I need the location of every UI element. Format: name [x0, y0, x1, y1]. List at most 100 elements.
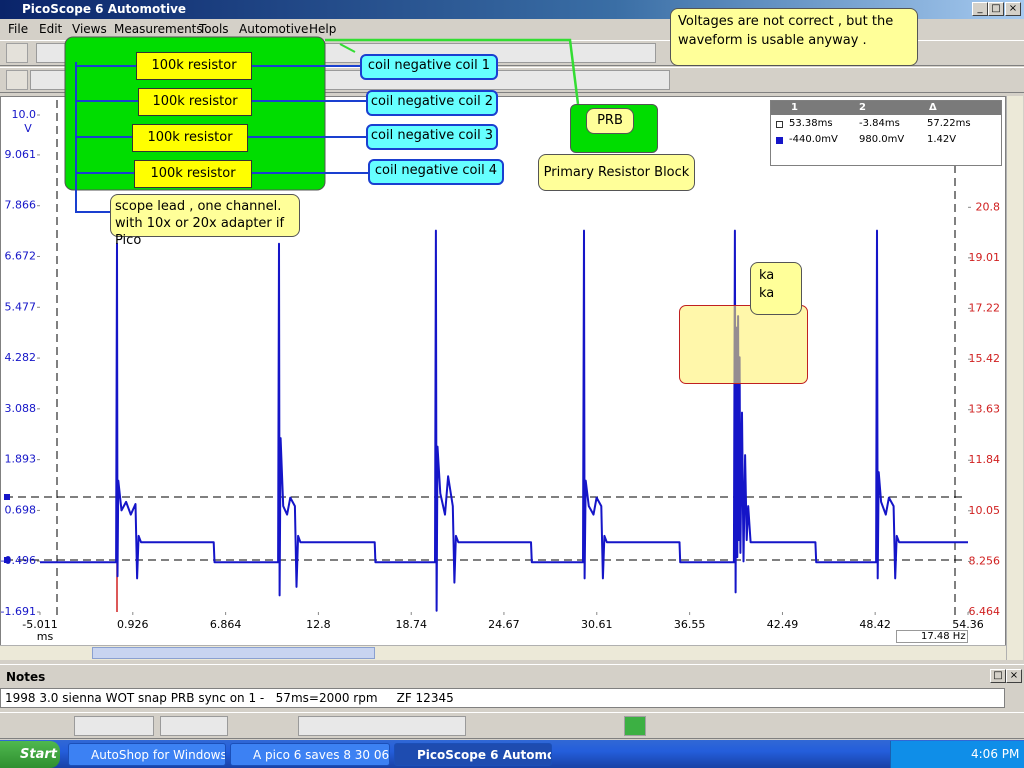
prb-label: PRB: [586, 108, 634, 134]
y2-tick-label: 11.84: [969, 453, 1001, 466]
maximize-button[interactable]: □: [988, 2, 1004, 16]
toolbar-button[interactable]: [624, 716, 646, 736]
start-label: Start: [20, 747, 57, 762]
table-header: [771, 101, 1001, 115]
x-tick-label: 54.36: [952, 618, 984, 631]
y-tick-label: 9.061: [5, 148, 37, 161]
horizontal-scrollbar[interactable]: [0, 645, 1006, 660]
y2-tick-label: 10.05: [969, 504, 1001, 517]
toolbar-field[interactable]: [74, 716, 154, 736]
menu-item[interactable]: File: [8, 22, 29, 36]
cell: 1.42V: [927, 134, 957, 145]
y-tick-label: 10.0: [12, 108, 37, 121]
menu-item[interactable]: Views: [72, 22, 107, 36]
y-tick-label: 5.477: [5, 300, 37, 313]
x-tick-label: 42.49: [767, 618, 799, 631]
menu-item[interactable]: Help: [309, 22, 337, 36]
resistor-label: 100k resistor: [136, 52, 252, 80]
vertical-scrollbar[interactable]: [1006, 96, 1023, 660]
y2-tick-label: 17.22: [969, 301, 1001, 314]
measurements-table: 1 2 Δ 53.38ms -3.84ms 57.22ms -440.0mV 9…: [770, 100, 1002, 166]
notes-text[interactable]: 1998 3.0 sienna WOT snap PRB sync on 1 -…: [0, 688, 1005, 708]
clock: 4:06 PM: [971, 747, 1020, 761]
frequency-readout: 17.48 Hz: [896, 630, 968, 643]
toolbar: [0, 67, 1024, 93]
close-button[interactable]: ×: [1005, 2, 1021, 16]
y2-tick-label: 6.464: [969, 605, 1001, 618]
minimize-button[interactable]: _: [972, 2, 988, 16]
coil-label: coil negative coil 4: [368, 159, 504, 185]
y2-tick-label: 13.63: [969, 403, 1001, 416]
cell: 53.38ms: [789, 118, 833, 129]
x-tick-label: 12.8: [306, 618, 331, 631]
x-tick-label: 0.926: [117, 618, 149, 631]
y-tick-label: 1.893: [5, 453, 37, 466]
scroll-thumb[interactable]: [92, 647, 375, 659]
cell: -440.0mV: [789, 134, 838, 145]
waveform: [40, 229, 968, 612]
resistor-label: 100k resistor: [134, 160, 252, 188]
x-tick-label: 48.42: [859, 618, 891, 631]
toolbar-button[interactable]: [6, 70, 28, 90]
y2-tick-label: 15.42: [969, 352, 1001, 365]
x-tick-label: 36.55: [674, 618, 706, 631]
notes-header: Notes □ ×: [0, 664, 1024, 688]
note-callout: Voltages are not correct , but the wavef…: [670, 8, 918, 66]
toolbar-field[interactable]: [160, 716, 228, 736]
start-button[interactable]: Start: [0, 741, 60, 768]
channel-swatch: [776, 137, 783, 144]
coil-label: coil negative coil 1: [360, 54, 498, 80]
notes-title: Notes: [6, 670, 46, 684]
x-tick-label: 18.74: [395, 618, 427, 631]
y-tick-label: 7.866: [5, 199, 37, 212]
y-tick-label: 3.088: [5, 402, 37, 415]
y2-tick-label: 19.01: [969, 251, 1001, 264]
x-tick-label: 6.864: [210, 618, 242, 631]
menu-item[interactable]: Tools: [199, 22, 229, 36]
taskbar-button[interactable]: AutoShop for Windows - ...: [68, 743, 226, 766]
toolbar-button[interactable]: [6, 43, 28, 63]
menu-item[interactable]: Automotive: [239, 22, 309, 36]
coil-label: coil negative coil 2: [366, 90, 498, 116]
x-tick-label: 30.61: [581, 618, 613, 631]
column-header: 1: [791, 102, 798, 113]
prb-caption: Primary Resistor Block: [538, 154, 695, 191]
y-tick-label: -1.691: [1, 605, 36, 618]
coil-label: coil negative coil 3: [366, 124, 498, 150]
notes-close[interactable]: ×: [1006, 669, 1022, 683]
y2-tick-label: 20.8: [976, 200, 1001, 213]
y-axis-label: V: [24, 122, 32, 135]
y-tick-label: 6.672: [5, 249, 37, 262]
toolbar-field[interactable]: [298, 716, 466, 736]
taskbar-button[interactable]: PicoScope 6 Automoti...: [394, 743, 552, 766]
system-tray: 4:06 PM: [890, 741, 1024, 768]
bottom-toolbar: [0, 712, 1024, 739]
y-tick-label: -0.496: [1, 554, 36, 567]
x-tick-label: -5.011: [22, 618, 57, 631]
x-axis-label: ms: [37, 630, 54, 643]
channel-swatch: [776, 121, 783, 128]
x-tick-label: 24.67: [488, 618, 520, 631]
y-tick-label: 4.282: [5, 351, 37, 364]
y-tick-label: 0.698: [5, 503, 37, 516]
column-header: Δ: [929, 102, 937, 113]
scope-lead-callout: scope lead , one channel. with 10x or 20…: [110, 194, 300, 248]
cell: -3.84ms: [859, 118, 900, 129]
ruler-handle[interactable]: [4, 557, 10, 563]
column-header: 2: [859, 102, 866, 113]
resistor-label: 100k resistor: [138, 88, 252, 116]
menu-item[interactable]: Edit: [39, 22, 63, 36]
notes-pin[interactable]: □: [990, 669, 1006, 683]
menu-item[interactable]: Measurements: [114, 22, 203, 36]
cell: 57.22ms: [927, 118, 971, 129]
burst-highlight: [679, 305, 808, 384]
ruler-handle[interactable]: [4, 494, 10, 500]
frequency-value: 17.48 Hz: [921, 631, 966, 642]
y2-tick-label: 8.256: [969, 554, 1001, 567]
taskbar-button[interactable]: A pico 6 saves 8 30 06: [230, 743, 390, 766]
cell: 980.0mV: [859, 134, 905, 145]
resistor-label: 100k resistor: [132, 124, 248, 152]
burst-callout: ka ka: [750, 262, 802, 315]
window-title: PicoScope 6 Automotive: [22, 2, 187, 16]
